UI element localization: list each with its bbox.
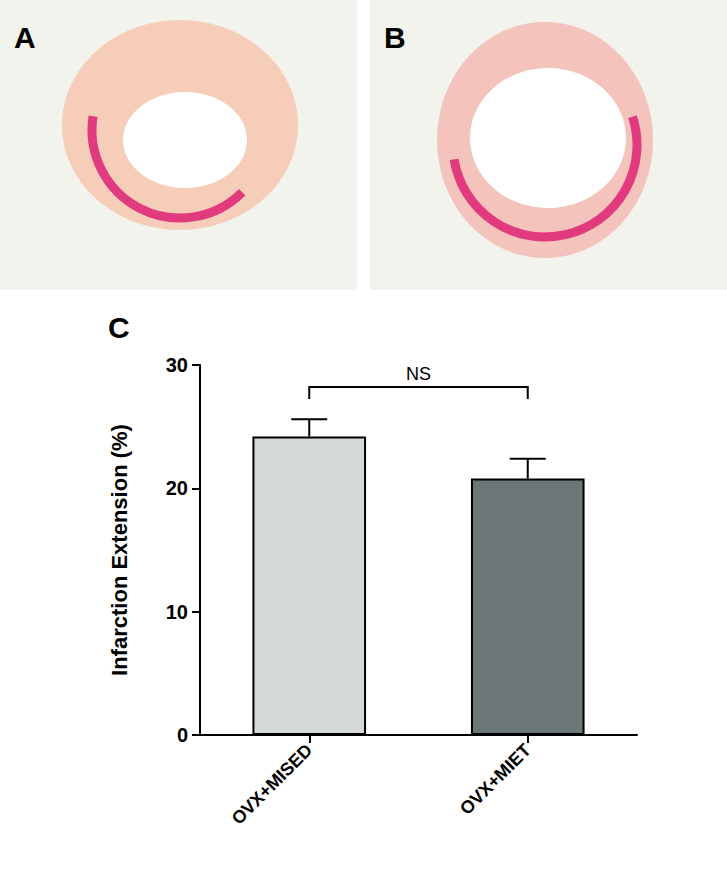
svg-text:OVX+MIET: OVX+MIET — [456, 740, 535, 819]
svg-text:C: C — [108, 311, 130, 344]
svg-text:Infarction Extension (%): Infarction Extension (%) — [107, 424, 132, 676]
svg-text:OVX+MISED: OVX+MISED — [228, 740, 317, 829]
svg-text:20: 20 — [166, 477, 188, 499]
svg-text:0: 0 — [177, 724, 188, 746]
svg-text:B: B — [384, 21, 406, 54]
svg-text:10: 10 — [166, 601, 188, 623]
svg-text:NS: NS — [406, 364, 431, 384]
svg-text:30: 30 — [166, 354, 188, 376]
svg-text:A: A — [14, 21, 36, 54]
